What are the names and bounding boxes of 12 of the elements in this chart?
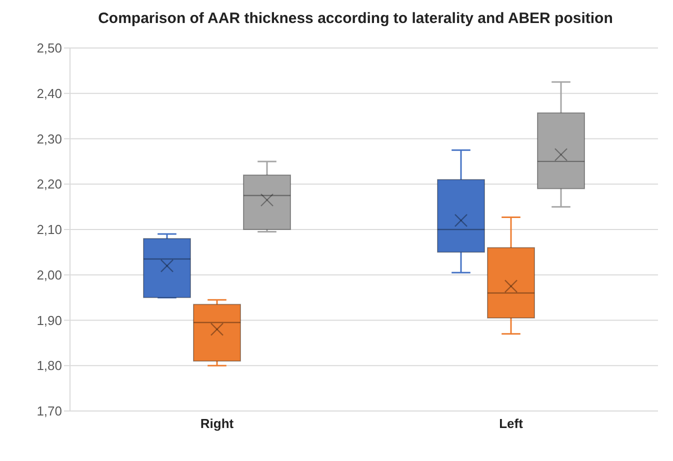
y-tick-label: 2,30 [36,131,62,146]
y-tick-label: 1,90 [36,312,62,328]
x-tick-label: Right [200,416,234,432]
y-tick-label: 1,80 [36,358,62,374]
y-tick-label: 2,40 [36,86,62,101]
x-tick-label: Left [499,416,524,432]
y-tick-label: 2,10 [36,222,62,238]
y-tick-label: 1,70 [36,404,62,419]
y-tick-label: 2,00 [36,267,62,282]
y-tick-label: 2,50 [36,40,62,56]
y-tick-label: 2,20 [36,176,62,192]
chart-title: Comparison of AAR thickness according to laterality and ABER position [97,9,614,29]
